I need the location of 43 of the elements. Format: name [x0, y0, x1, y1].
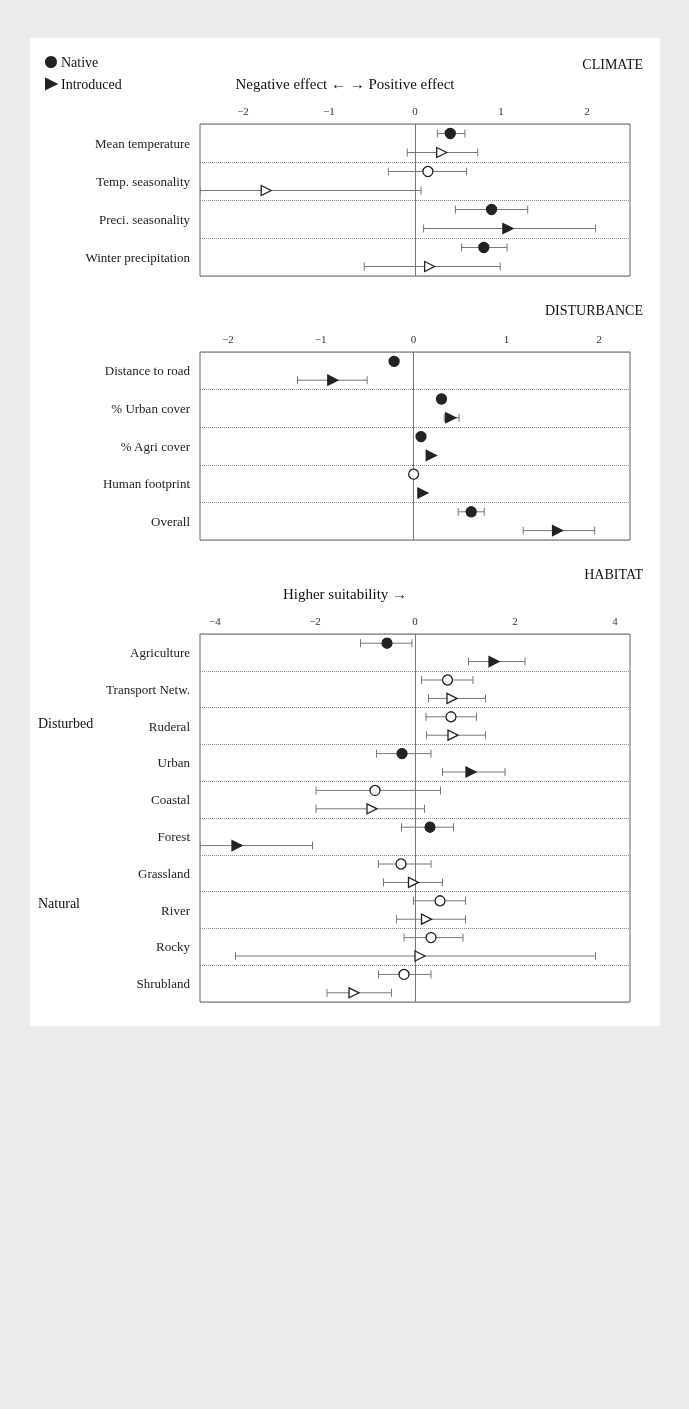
x-tick-label: 1 — [498, 104, 504, 117]
y-tick-label: Coastal — [151, 792, 191, 808]
y-tick-label: Preci. seasonality — [99, 211, 191, 227]
y-tick-label: Shrubland — [136, 976, 191, 992]
x-tick-label: −2 — [309, 614, 321, 627]
x-tick-label: 0 — [410, 332, 417, 345]
chart-title: CLIMATE — [582, 56, 644, 72]
x-tick-label: −2 — [222, 332, 234, 345]
x-tick-label: 2 — [512, 614, 518, 627]
x-tick-label: 2 — [596, 332, 603, 345]
y-tick-label: Urban — [157, 755, 191, 771]
y-tick-label: % Urban cover — [111, 400, 191, 416]
legend-label: Native — [61, 54, 99, 70]
x-tick-label: −4 — [209, 614, 222, 627]
x-tick-label: 0 — [412, 614, 419, 627]
x-tick-label: 1 — [503, 332, 510, 345]
chart-title: HABITAT — [584, 566, 644, 582]
y-tick-label: Forest — [157, 828, 191, 844]
y-tick-label: Distance to road — [104, 363, 191, 379]
text: Natural — [38, 895, 81, 911]
x-tick-label: 2 — [584, 104, 590, 117]
y-tick-label: Winter precipitation — [85, 249, 191, 265]
y-tick-label: Ruderal — [148, 718, 191, 734]
text: Disturbed — [38, 715, 94, 731]
text: Negative effect ← → Positive effect — [235, 75, 456, 92]
x-tick-label: 0 — [412, 104, 419, 117]
text: Higher suitability → — [282, 585, 408, 602]
legend-label: Introduced — [61, 76, 122, 92]
y-tick-label: % Agri cover — [120, 438, 191, 454]
x-tick-label: −1 — [314, 332, 327, 345]
y-tick-label: Rocky — [156, 939, 191, 955]
chart-title: DISTURBANCE — [544, 302, 644, 318]
x-tick-label: −1 — [323, 104, 335, 117]
y-tick-label: Transport Netw. — [106, 681, 190, 697]
x-tick-label: −2 — [237, 104, 249, 117]
y-tick-label: Agriculture — [130, 644, 191, 660]
x-tick-label: 4 — [612, 614, 619, 627]
y-tick-label: Grassland — [138, 865, 191, 881]
y-tick-label: River — [161, 902, 191, 918]
y-tick-label: Mean temperature — [95, 135, 191, 151]
y-tick-label: Temp. seasonality — [96, 173, 191, 189]
y-tick-label: Human footprint — [102, 476, 191, 492]
y-tick-label: Overall — [151, 513, 191, 529]
